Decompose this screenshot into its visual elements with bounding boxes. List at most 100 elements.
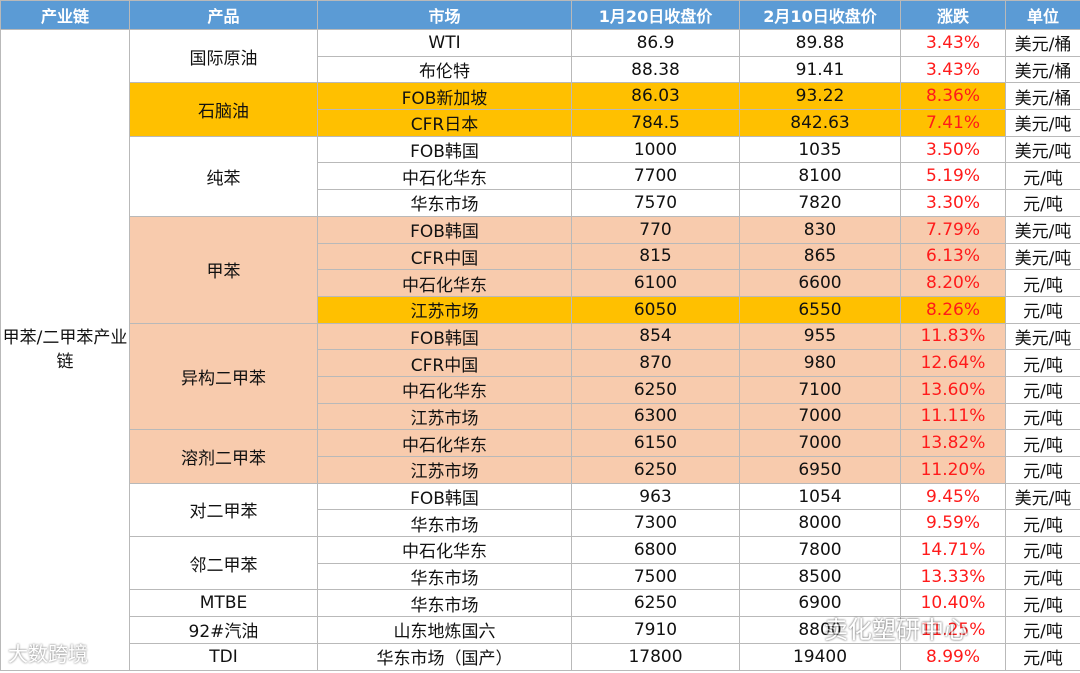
price-jan20-cell: 86.03 [571,82,740,111]
unit-cell: 美元/吨 [1005,215,1080,244]
table-row: 甲苯/二甲苯产业链 国际原油 WTI 86.9 89.88 3.43% 美元/桶 [0,28,1080,671]
market-cell: 华东市场 [317,589,572,618]
market-cell: 中石化华东 [317,536,572,564]
price-jan20-cell: 17800 [571,642,740,671]
unit-cell: 元/吨 [1005,642,1080,671]
market-cell: 华东市场 [317,189,572,217]
header-price-jan20: 1月20日收盘价 [571,0,740,30]
market-cell: 江苏市场 [317,456,572,484]
market-cell: CFR中国 [317,242,572,271]
market-cell: CFR日本 [317,109,572,137]
table-row: 异构二甲苯 FOB韩国 854 955 11.83% 美元/吨 [1,322,1080,431]
change-cell: 8.36% [900,82,1006,111]
header-change: 涨跌 [900,0,1006,30]
change-cell: 7.79% [900,215,1006,244]
header-unit: 单位 [1005,0,1080,30]
header-market: 市场 [317,0,572,30]
price-feb10-cell: 8800 [739,616,901,644]
price-jan20-cell: 854 [571,322,740,351]
table-row: 华东市场 7300 8000 9.59% 元/吨 [1,509,1080,538]
unit-cell: 元/吨 [1005,402,1080,431]
product-name: 国际原油 [129,28,318,84]
price-feb10-cell: 7000 [739,402,901,431]
market-cell: FOB韩国 [317,215,572,244]
unit-cell: 元/吨 [1005,616,1080,644]
market-cell: 华东市场 [317,509,572,538]
price-jan20-cell: 815 [571,242,740,271]
unit-cell: 美元/吨 [1005,242,1080,271]
price-feb10-cell: 830 [739,215,901,244]
price-jan20-cell: 784.5 [571,109,740,137]
change-cell: 6.13% [900,242,1006,271]
table-row: MTBE 华东市场 6250 6900 10.40% 元/吨 [1,589,1080,618]
product-name: 92#汽油 [129,616,318,644]
price-feb10-cell: 8000 [739,509,901,538]
unit-cell: 元/吨 [1005,189,1080,217]
change-cell: 3.43% [900,29,1006,57]
table-row: 纯苯 FOB韩国 1000 1035 3.50% 美元/吨 [1,135,1080,217]
unit-cell: 元/吨 [1005,509,1080,538]
unit-cell: 元/吨 [1005,589,1080,618]
change-cell: 3.30% [900,189,1006,217]
unit-cell: 元/吨 [1005,269,1080,297]
price-feb10-cell: 19400 [739,642,901,671]
unit-cell: 元/吨 [1005,295,1080,324]
unit-cell: 美元/桶 [1005,55,1080,84]
product-name: 甲苯 [129,215,318,324]
change-cell: 8.26% [900,295,1006,324]
unit-cell: 元/吨 [1005,429,1080,457]
table-row: 甲苯 FOB韩国 770 830 7.79% 美元/吨 [1,215,1080,324]
price-feb10-cell: 6950 [739,456,901,484]
table-row: CFR中国 815 865 6.13% 美元/吨 [1,242,1080,271]
unit-cell: 元/吨 [1005,162,1080,191]
change-cell: 11.20% [900,456,1006,484]
price-feb10-cell: 842.63 [739,109,901,137]
unit-cell: 美元/吨 [1005,109,1080,137]
market-cell: FOB韩国 [317,135,572,164]
price-jan20-cell: 7300 [571,509,740,538]
table-row: 中石化华东 7700 8100 5.19% 元/吨 [1,162,1080,191]
price-feb10-cell: 7800 [739,536,901,564]
unit-cell: 元/吨 [1005,536,1080,564]
price-jan20-cell: 6150 [571,429,740,457]
price-jan20-cell: 6800 [571,536,740,564]
table-row: CFR日本 784.5 842.63 7.41% 美元/吨 [1,109,1080,137]
table-row: 石脑油 FOB新加坡 86.03 93.22 8.36% 美元/桶 [1,82,1080,137]
price-feb10-cell: 1054 [739,482,901,511]
market-cell: 江苏市场 [317,295,572,324]
price-feb10-cell: 8500 [739,562,901,591]
product-name: TDI [129,642,318,671]
change-cell: 14.71% [900,536,1006,564]
price-jan20-cell: 86.9 [571,29,740,57]
unit-cell: 元/吨 [1005,349,1080,377]
price-feb10-cell: 91.41 [739,55,901,84]
table-row: 溶剂二甲苯 中石化华东 6150 7000 13.82% 元/吨 [1,429,1080,484]
change-cell: 7.41% [900,109,1006,137]
product-name: 邻二甲苯 [129,536,318,591]
change-cell: 3.50% [900,135,1006,164]
change-cell: 11.11% [900,402,1006,431]
price-feb10-cell: 955 [739,322,901,351]
change-cell: 13.82% [900,429,1006,457]
price-feb10-cell: 7100 [739,375,901,404]
header-product: 产品 [129,0,318,30]
table-row: 布伦特 88.38 91.41 3.43% 美元/桶 [1,55,1080,84]
market-cell: 中石化华东 [317,375,572,404]
change-cell: 9.59% [900,509,1006,538]
market-cell: 江苏市场 [317,402,572,431]
price-jan20-cell: 6050 [571,295,740,324]
change-cell: 11.25% [900,616,1006,644]
price-feb10-cell: 7820 [739,189,901,217]
table-row: 江苏市场 6250 6950 11.20% 元/吨 [1,456,1080,484]
price-feb10-cell: 7000 [739,429,901,457]
unit-cell: 美元/吨 [1005,322,1080,351]
unit-cell: 美元/吨 [1005,135,1080,164]
header-row: 产业链 产品 市场 1月20日收盘价 2月10日收盘价 涨跌 单位 [0,0,1080,30]
price-feb10-cell: 6600 [739,269,901,297]
price-jan20-cell: 7910 [571,616,740,644]
market-cell: 山东地炼国六 [317,616,572,644]
market-cell: FOB新加坡 [317,82,572,111]
change-cell: 3.43% [900,55,1006,84]
price-feb10-cell: 6550 [739,295,901,324]
market-cell: FOB韩国 [317,482,572,511]
